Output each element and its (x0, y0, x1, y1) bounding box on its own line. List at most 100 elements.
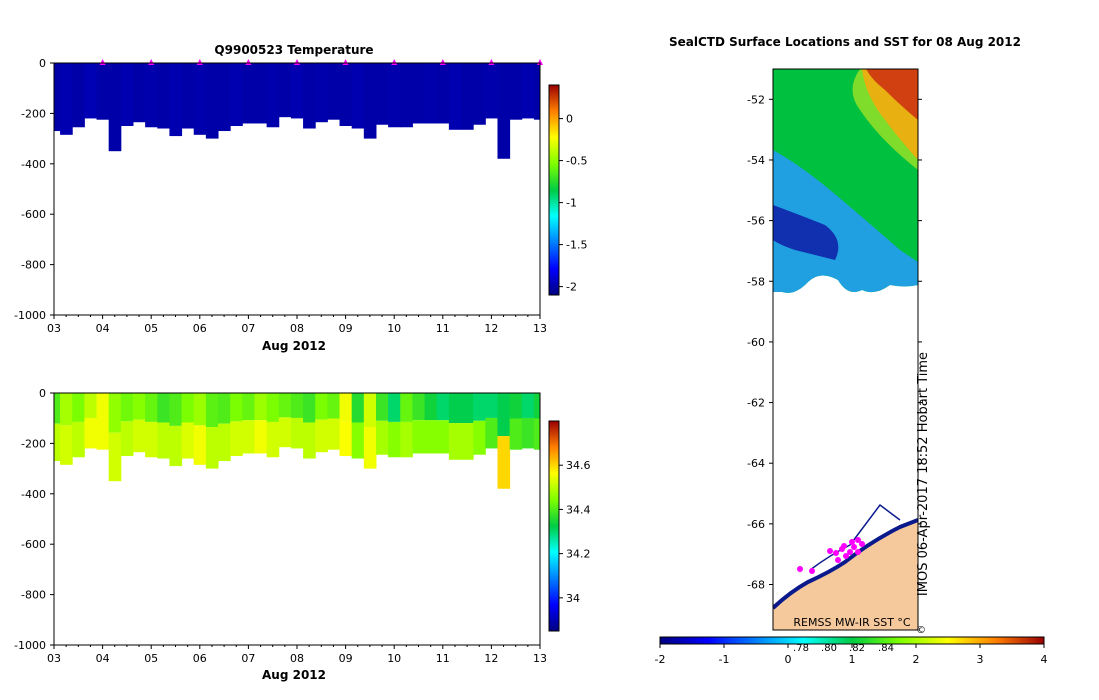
sst-cool-band (773, 150, 918, 293)
sst-colorbar-label: 4 (1041, 653, 1048, 666)
temperature-profile (290, 63, 304, 119)
salinity-profile-lower (132, 419, 146, 453)
salinity-profile-upper (181, 393, 195, 423)
sst-product-label: REMSS MW-IR SST °C (793, 616, 911, 629)
temperature-profile (363, 63, 377, 139)
temperature-profile (436, 63, 450, 124)
sst-colorbar-minor-label: .82 (849, 643, 865, 654)
sst-map-ytick-label: -68 (747, 579, 765, 592)
temperature-xtick-label: 13 (533, 322, 547, 335)
temperature-profile (509, 63, 523, 120)
temperature-xtick-label: 10 (387, 322, 401, 335)
salinity-profile-upper (412, 393, 426, 421)
salinity-profile-lower (169, 425, 183, 467)
temperature-ytick-label: -200 (21, 107, 46, 120)
sst-map-frame (772, 68, 919, 631)
salinity-profile-lower (157, 422, 170, 459)
salinity-ytick-label: -800 (21, 589, 46, 602)
salinity-profile-lower (242, 420, 255, 454)
temperature-xtick-label: 06 (193, 322, 207, 335)
temperature-ytick-label: -600 (21, 208, 46, 221)
sst-hot-band (866, 69, 918, 120)
temperature-profile (205, 63, 219, 139)
profile-marker (342, 59, 349, 65)
temperature-profile (157, 63, 170, 129)
salinity-profile-upper (169, 393, 183, 426)
seal-location-marker (847, 549, 853, 555)
temperature-ytick-label: -400 (21, 158, 46, 171)
salinity-profile-upper (485, 393, 498, 418)
seal-location-marker (827, 548, 833, 554)
salinity-profile-upper (388, 393, 401, 422)
sst-colorbar-label: 3 (977, 653, 984, 666)
temperature-profile (327, 63, 341, 120)
sst-colorbar-label: -1 (719, 653, 730, 666)
salinity-profile-lower (400, 421, 413, 458)
salinity-ytick-label: -1000 (14, 639, 46, 652)
salinity-profile-lower (145, 421, 158, 458)
salinity-profile-upper (290, 393, 304, 418)
temperature-xtick-label: 09 (339, 322, 353, 335)
temperature-profile (375, 63, 389, 125)
salinity-profile-upper (230, 393, 243, 422)
salinity-profile-upper (436, 393, 450, 421)
salinity-profile-upper (303, 393, 316, 423)
salinity-profile-upper (108, 393, 122, 433)
salinity-profile-lower (218, 423, 231, 462)
salinity-profile-lower (327, 418, 341, 450)
imos-timestamp-label: IMOS 06-Apr-2017 18:52 Hobart Time (916, 352, 931, 596)
temperature-profile (218, 63, 231, 132)
salinity-profile-lower (278, 417, 292, 448)
copyright-icon: © (916, 625, 926, 636)
salinity-xlabel: Aug 2012 (262, 668, 326, 682)
salinity-profile-upper (278, 393, 292, 418)
salinity-profile-lower (448, 423, 462, 460)
salinity-profile-upper (375, 393, 389, 421)
seal-location-marker (841, 543, 847, 549)
salinity-profile-lower (521, 417, 535, 449)
salinity-xtick-label: 08 (290, 652, 304, 665)
salinity-profile-upper (132, 393, 146, 420)
profile-marker (439, 59, 446, 65)
salinity-ytick-label: -600 (21, 538, 46, 551)
temperature-xtick-label: 04 (96, 322, 110, 335)
profile-marker (99, 59, 106, 65)
salinity-profile-lower (266, 421, 280, 458)
temperature-profile (388, 63, 401, 128)
salinity-profile-lower (84, 417, 98, 449)
sst-map-ytick-label: -66 (747, 518, 765, 531)
sst-map-ytick-label: -62 (747, 397, 765, 410)
salinity-profile-lower (72, 421, 85, 458)
salinity-plot-area (54, 393, 541, 489)
sst-colorbar-label: 2 (913, 653, 920, 666)
sst-map-ytick-label: -58 (747, 275, 765, 288)
salinity-profile-lower (351, 422, 365, 459)
temperature-y-axis: 0 -200 -400 -600 -800 -1000 (14, 57, 54, 322)
temperature-ytick-label: -800 (21, 259, 46, 272)
sst-cold-core (773, 205, 839, 260)
temperature-profile (145, 63, 158, 128)
coastline-sst (773, 518, 918, 610)
salinity-profile-upper (84, 393, 98, 418)
sst-map-panel: SealCTD Surface Locations and SST for 08… (655, 35, 1048, 666)
temperature-profile (242, 63, 255, 124)
salinity-profile-upper (315, 393, 328, 420)
temperature-profile (120, 63, 134, 126)
salinity-profile-lower (339, 421, 353, 456)
salinity-profile-lower (54, 423, 61, 462)
salinity-profile-upper (339, 393, 353, 422)
salinity-profile-upper (473, 393, 486, 421)
sst-colorbar-minor-label: .78 (793, 643, 809, 654)
temperature-profile (412, 63, 426, 124)
salinity-profile-lower (473, 420, 486, 455)
temperature-xtick-label: 12 (484, 322, 498, 335)
temperature-profile (461, 63, 474, 130)
seal-location-marker (855, 537, 861, 543)
salinity-profile-lower (509, 418, 523, 450)
salinity-xtick-label: 12 (484, 652, 498, 665)
salinity-profile-lower (375, 420, 389, 455)
temperature-profile (54, 63, 61, 132)
salinity-profile-lower (461, 423, 474, 460)
sst-map-title: SealCTD Surface Locations and SST for 08… (669, 35, 1021, 49)
salinity-profile-upper (120, 393, 134, 422)
